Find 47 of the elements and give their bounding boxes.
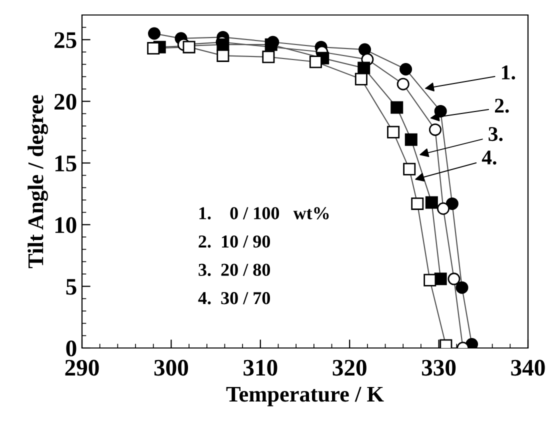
y-tick-label: 25 <box>54 32 76 48</box>
y-tick-label: 0 <box>66 340 76 356</box>
point <box>182 40 196 54</box>
point <box>264 38 278 51</box>
x-tick-label: 310 <box>244 360 278 376</box>
point <box>424 274 436 286</box>
x-tick-label: 330 <box>422 360 456 376</box>
y-tick-label: 5 <box>66 279 76 295</box>
point <box>400 63 412 76</box>
point <box>148 27 160 40</box>
point <box>404 133 418 146</box>
point <box>387 126 400 138</box>
y-axis-title: Tilt Angle / degree <box>28 95 48 268</box>
y-tick-label: 20 <box>54 94 76 110</box>
point <box>434 272 447 286</box>
annotation: 4. 30 / 70 <box>198 292 270 304</box>
x-tick-label: 340 <box>511 360 545 376</box>
y-tick-label: 10 <box>55 217 76 234</box>
x-tick-label: 300 <box>154 360 188 376</box>
point <box>437 202 450 215</box>
point <box>428 123 442 136</box>
x-axis-title: Temperature / K <box>226 386 384 406</box>
point <box>390 101 404 114</box>
point <box>396 78 410 90</box>
point <box>411 197 424 210</box>
annotation: 3. <box>488 127 503 142</box>
annotation: 3. 20 / 80 <box>198 264 270 276</box>
point <box>309 56 322 68</box>
point <box>216 49 230 62</box>
point <box>354 72 368 86</box>
annotation: 2. 10 / 90 <box>198 235 270 248</box>
point <box>403 162 416 176</box>
point <box>358 43 372 56</box>
annotation: 4. <box>482 150 496 165</box>
y-tick-label: 15 <box>55 156 76 172</box>
annotation: 1. 0 / 100 wt% <box>199 207 329 220</box>
annotation: 1. <box>502 65 516 80</box>
x-tick-label: 290 <box>65 360 99 376</box>
point <box>446 197 458 210</box>
x-tick-label: 320 <box>332 360 366 376</box>
annotation: 2. <box>494 98 509 113</box>
point <box>448 272 460 286</box>
point <box>358 62 370 74</box>
point <box>147 42 160 55</box>
point <box>262 50 275 64</box>
point <box>425 196 438 209</box>
point <box>456 281 468 294</box>
